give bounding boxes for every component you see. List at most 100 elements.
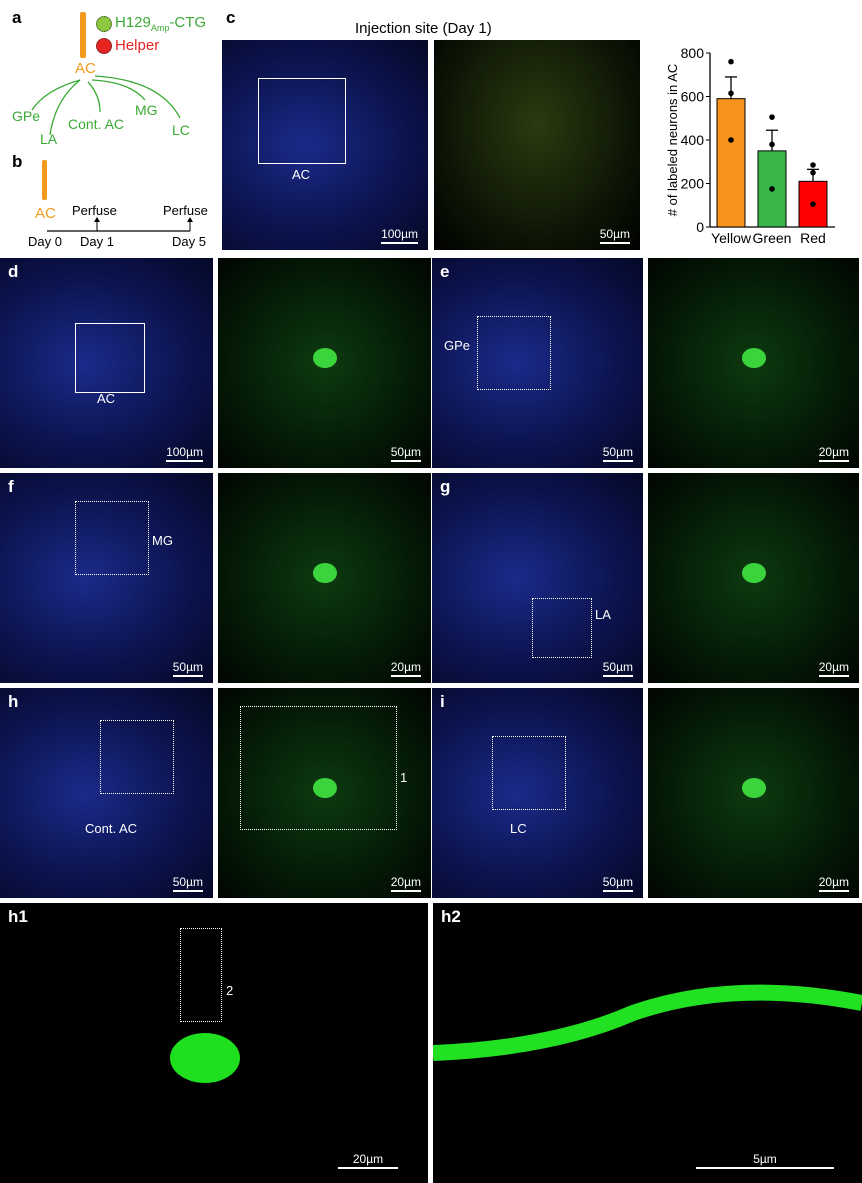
panel-f-overview-image: f MG 50µm (0, 473, 213, 683)
scale-bar-line (390, 460, 421, 462)
panel-i-overview-image: i LC 50µm (432, 688, 643, 898)
scale-bar-line (172, 675, 203, 677)
neuron-soma (741, 778, 766, 798)
scale-bar: 20µm (390, 875, 421, 892)
injection-site-zoom-image: 50µm (434, 40, 640, 250)
data-point (728, 58, 734, 65)
scale-bar-label: 50µm (390, 445, 421, 459)
neuron-soma (741, 348, 766, 368)
arrow-gpe (31, 79, 81, 111)
dendrite (433, 984, 862, 1061)
inset-box (492, 736, 566, 810)
data-point (810, 169, 816, 176)
virus-label: H129Amp-CTG (115, 14, 206, 33)
scale-bar: 50µm (602, 660, 633, 677)
day-5: Day 5 (172, 234, 206, 249)
data-point (728, 137, 734, 143)
scale-bar-line (338, 1167, 398, 1169)
inset-box (532, 598, 592, 658)
scale-bar-line (818, 890, 849, 892)
scale-bar-label: 100µm (381, 227, 418, 241)
panel-d-overview-image: d AC 100µm (0, 258, 213, 468)
neuron-soma (170, 1033, 240, 1083)
scale-bar-line (818, 460, 849, 462)
arrowhead-day1 (94, 217, 100, 222)
panel-h2-image: h2 5µm (433, 903, 862, 1183)
y-tick-label: 600 (681, 89, 705, 105)
scale-bar-line (390, 675, 421, 677)
inset-box-2 (180, 928, 222, 1022)
scale-bar-line (390, 890, 421, 892)
source-ac: AC (35, 205, 56, 222)
panel-label-b: b (12, 152, 23, 171)
scale-bar-line (381, 242, 418, 244)
neuron-soma (312, 563, 337, 583)
scale-bar-label: 20µm (818, 445, 849, 459)
inset-box (258, 78, 346, 164)
data-point (769, 141, 775, 148)
panel-label-h: h (8, 692, 19, 711)
helper-label: Helper (115, 37, 160, 54)
target-mg: MG (135, 102, 158, 118)
inset-box (75, 501, 149, 575)
neuron-soma (741, 563, 766, 583)
scale-bar-label: 50µm (599, 227, 630, 241)
scale-bar: 100µm (381, 227, 418, 244)
target-gpe: GPe (12, 108, 41, 124)
y-tick-label: 400 (681, 132, 705, 148)
panel-label-g: g (440, 477, 451, 496)
injection-site-image: AC 100µm (222, 40, 428, 250)
panel-h1-image: h1 2 20µm (0, 903, 428, 1183)
day-1: Day 1 (80, 234, 114, 249)
projection-arrows (31, 75, 181, 136)
scale-bar-label: 20µm (390, 875, 421, 889)
data-point (810, 201, 816, 207)
x-tick-label: Yellow (711, 230, 752, 246)
virus-red-icon (96, 38, 112, 54)
y-tick-label: 800 (681, 45, 705, 61)
scale-bar: 50µm (602, 875, 633, 892)
region-label-la: LA (595, 607, 611, 622)
arrow-mg (91, 79, 146, 101)
target-cont-ac: Cont. AC (68, 116, 125, 132)
scale-bar: 20µm (390, 660, 421, 677)
virus-green-icon (96, 16, 112, 32)
neuron-soma (312, 348, 337, 368)
panel-e-zoom-image: 20µm (648, 258, 859, 468)
arrow-la (49, 79, 81, 136)
scale-bar: 50µm (602, 445, 633, 462)
bar-yellow (716, 98, 746, 228)
scale-bar-label: 50µm (602, 445, 633, 459)
inset-label: 2 (226, 983, 234, 998)
virus-subscript: Amp (150, 23, 170, 33)
panel-f-zoom-image: 20µm (218, 473, 431, 683)
region-label-gpe: GPe (444, 338, 471, 353)
y-tick-label: 200 (681, 176, 705, 192)
x-tick-label: Green (753, 230, 792, 246)
data-point (769, 114, 775, 120)
bar-chart: 0 200 400 600 800# of labeled neurons in AC Y… (665, 45, 835, 246)
inset-box-1 (240, 706, 397, 830)
data-point (810, 162, 816, 168)
panel-label-i: i (440, 692, 445, 711)
scale-bar-label: 50µm (172, 660, 203, 674)
panel-label-a: a (12, 8, 22, 27)
scale-bar-line (599, 242, 630, 244)
scale-bar: 5µm (696, 1152, 834, 1169)
scale-bar-line (166, 460, 203, 462)
event-perfuse-day5: Perfuse (163, 203, 208, 218)
scale-bar: 20µm (818, 445, 849, 462)
day-0: Day 0 (28, 234, 62, 249)
data-point (728, 90, 734, 97)
panel-i-zoom-image: 20µm (648, 688, 859, 898)
panel-h-zoom-image: 1 20µm (218, 688, 431, 898)
scale-bar: 50µm (172, 875, 203, 892)
target-la: LA (40, 131, 58, 147)
scale-bar-label: 100µm (166, 445, 203, 459)
source-ac: AC (75, 60, 96, 77)
scale-bar: 20µm (818, 660, 849, 677)
syringe-icon (80, 12, 86, 58)
region-label: AC (292, 167, 311, 182)
scale-bar-line (818, 675, 849, 677)
